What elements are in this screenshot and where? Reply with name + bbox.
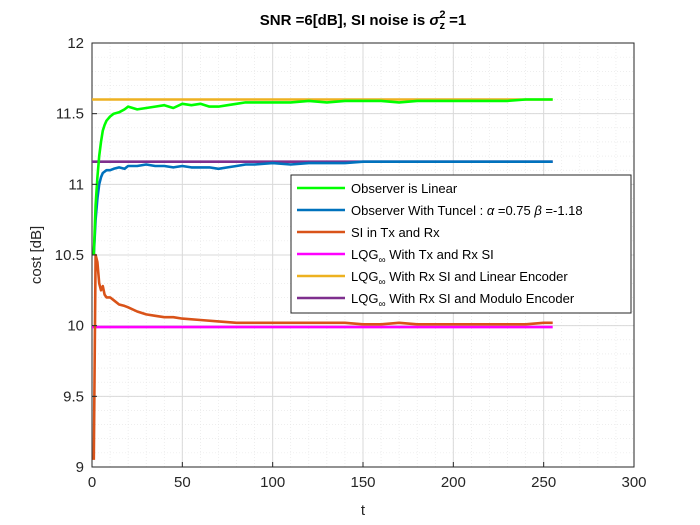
title-suffix: =1 xyxy=(445,12,466,29)
tick-labels: 0 50 100 150 200 250 300 9 9.5 10 10.5 11 11.5 12 xyxy=(55,35,647,491)
title-superscript: 2 xyxy=(439,9,445,21)
legend-entry-6: LQG∞ With Rx SI and Modulo Encoder xyxy=(351,291,575,310)
chart-title: SNR =6[dB], SI noise is σ2 z =1 xyxy=(260,9,467,32)
x-tick-label: 150 xyxy=(350,474,375,491)
x-tick-label: 50 xyxy=(174,474,191,491)
legend-entry-1: Observer is Linear xyxy=(351,181,458,196)
series-line-3 xyxy=(92,253,553,460)
x-tick-label: 300 xyxy=(621,474,646,491)
series-line-1 xyxy=(92,98,553,256)
y-tick-label: 11.5 xyxy=(56,106,84,123)
legend: Observer is Linear Observer With Tuncel :… xyxy=(290,174,632,314)
y-tick-label: 11 xyxy=(68,176,84,193)
legend-entry-5: LQG∞ With Rx SI and Linear Encoder xyxy=(351,269,568,288)
x-tick-label: 200 xyxy=(441,474,466,491)
title-sigma: σ xyxy=(429,12,440,29)
y-tick-label: 12 xyxy=(67,35,84,52)
legend-entry-3: SI in Tx and Rx xyxy=(351,225,440,240)
legend-entry-4: LQG∞ With Tx and Rx SI xyxy=(351,247,494,266)
x-tick-label: 250 xyxy=(531,474,556,491)
title-prefix: SNR =6[dB], SI noise is xyxy=(260,12,430,29)
series-lines xyxy=(92,98,553,460)
y-tick-label: 10 xyxy=(67,318,84,335)
y-tick-label: 9 xyxy=(76,459,84,476)
y-axis-label: cost [dB] xyxy=(28,226,45,284)
series-line-2 xyxy=(92,160,553,256)
x-axis-label: t xyxy=(361,502,366,519)
legend-entry-2: Observer With Tuncel : α =0.75 β =-1.18 xyxy=(351,203,583,218)
x-tick-label: 0 xyxy=(88,474,96,491)
y-tick-label: 10.5 xyxy=(55,247,84,264)
x-tick-label: 100 xyxy=(260,474,285,491)
title-subscript: z xyxy=(439,20,445,32)
y-tick-label: 9.5 xyxy=(63,388,84,405)
legend-box xyxy=(290,174,632,314)
